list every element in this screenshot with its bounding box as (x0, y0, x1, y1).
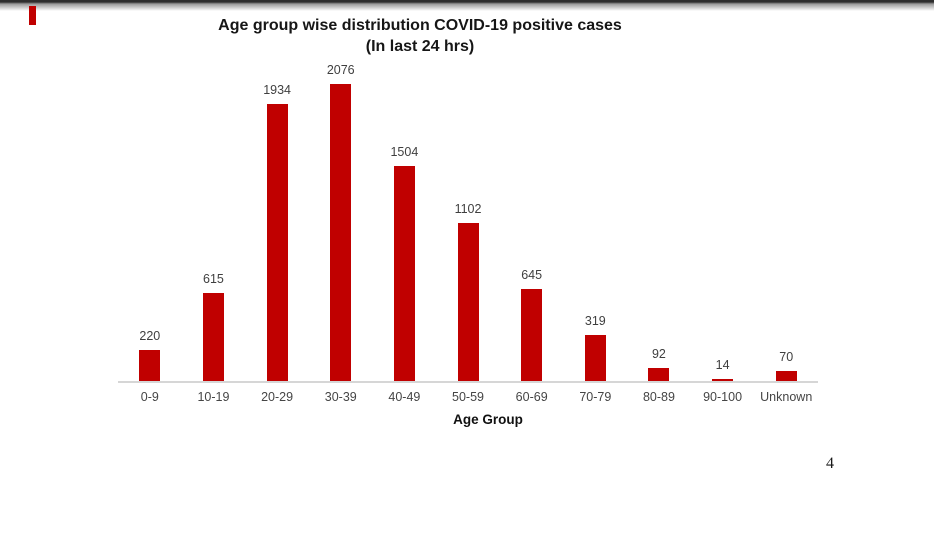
x-axis-title: Age Group (453, 412, 523, 427)
x-axis-line (118, 381, 818, 383)
bar (266, 104, 288, 381)
bar-slot: 645 (500, 60, 564, 381)
bar-slot: 615 (182, 60, 246, 381)
bar-value-label: 1934 (263, 83, 291, 97)
x-tick-label: 60-69 (515, 390, 548, 404)
page-number: 4 (826, 455, 834, 472)
x-tick-label: 90-100 (703, 390, 743, 404)
bar-value-label: 645 (521, 268, 543, 282)
bar-slot: 1934 (245, 60, 309, 381)
bar-slot: 220 (118, 60, 182, 381)
bar-slot: 92 (627, 60, 691, 381)
x-tick-label: 0-9 (140, 390, 159, 404)
bar (457, 223, 479, 381)
bar-chart-plot-area: 220 615 1934 2076 1504 1102 645 319 92 14 70 (118, 60, 818, 381)
slide-top-border (0, 0, 934, 11)
chart-subtitle: (In last 24 hrs) (365, 38, 475, 55)
chart-title-block: Age group wise distribution COVID-19 pos… (0, 15, 840, 57)
bar (202, 293, 224, 381)
x-axis-tick-row: 0-9 10-19 20-29 30-39 40-49 50-59 60-69 70-79 80… (118, 390, 818, 405)
bar-value-label: 1504 (390, 145, 419, 159)
bar-slot: 70 (754, 60, 818, 381)
bar-value-label: 92 (651, 347, 666, 361)
bar-value-label: 2076 (326, 63, 355, 77)
bar (648, 368, 670, 381)
x-tick-label: 70-79 (579, 390, 612, 404)
bar (393, 166, 415, 381)
bar-value-label: 14 (715, 358, 730, 372)
x-tick-label: 20-29 (261, 390, 294, 404)
bar (139, 350, 161, 381)
bar-value-label: 615 (203, 272, 224, 286)
x-tick-label: 40-49 (388, 390, 421, 404)
bar (330, 84, 352, 381)
bar (775, 371, 797, 381)
red-mark (29, 6, 36, 25)
bar (584, 335, 606, 381)
x-tick-label: 80-89 (642, 390, 675, 404)
bar-slot: 319 (563, 60, 627, 381)
bar-value-label: 220 (139, 329, 161, 343)
x-tick-label: Unknown (760, 390, 813, 404)
x-tick-label: 10-19 (197, 390, 230, 404)
bar-value-label: 319 (584, 314, 606, 328)
bar-slot: 14 (691, 60, 755, 381)
chart-title: Age group wise distribution COVID-19 pos… (218, 17, 622, 34)
bar-value-label: 70 (779, 350, 794, 364)
bar-slot: 1102 (436, 60, 500, 381)
x-tick-label: 30-39 (324, 390, 357, 404)
bar (712, 379, 734, 381)
bar (521, 289, 543, 381)
bar-value-label: 1102 (454, 202, 482, 216)
x-tick-label: 50-59 (452, 390, 485, 404)
bar-slot: 2076 (309, 60, 373, 381)
bar-slot: 1504 (373, 60, 437, 381)
